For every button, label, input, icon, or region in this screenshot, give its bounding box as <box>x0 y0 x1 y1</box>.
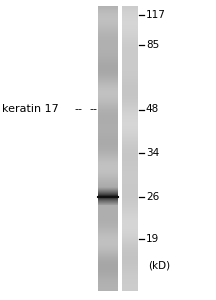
Text: --: -- <box>90 104 98 115</box>
Text: 19: 19 <box>146 233 159 244</box>
Text: 85: 85 <box>146 40 159 50</box>
Text: keratin 17: keratin 17 <box>2 104 59 115</box>
Text: (kD): (kD) <box>148 260 170 271</box>
Text: 34: 34 <box>146 148 159 158</box>
Text: 26: 26 <box>146 191 159 202</box>
Text: 48: 48 <box>146 104 159 115</box>
Text: --: -- <box>75 104 83 115</box>
Text: 117: 117 <box>146 10 166 20</box>
